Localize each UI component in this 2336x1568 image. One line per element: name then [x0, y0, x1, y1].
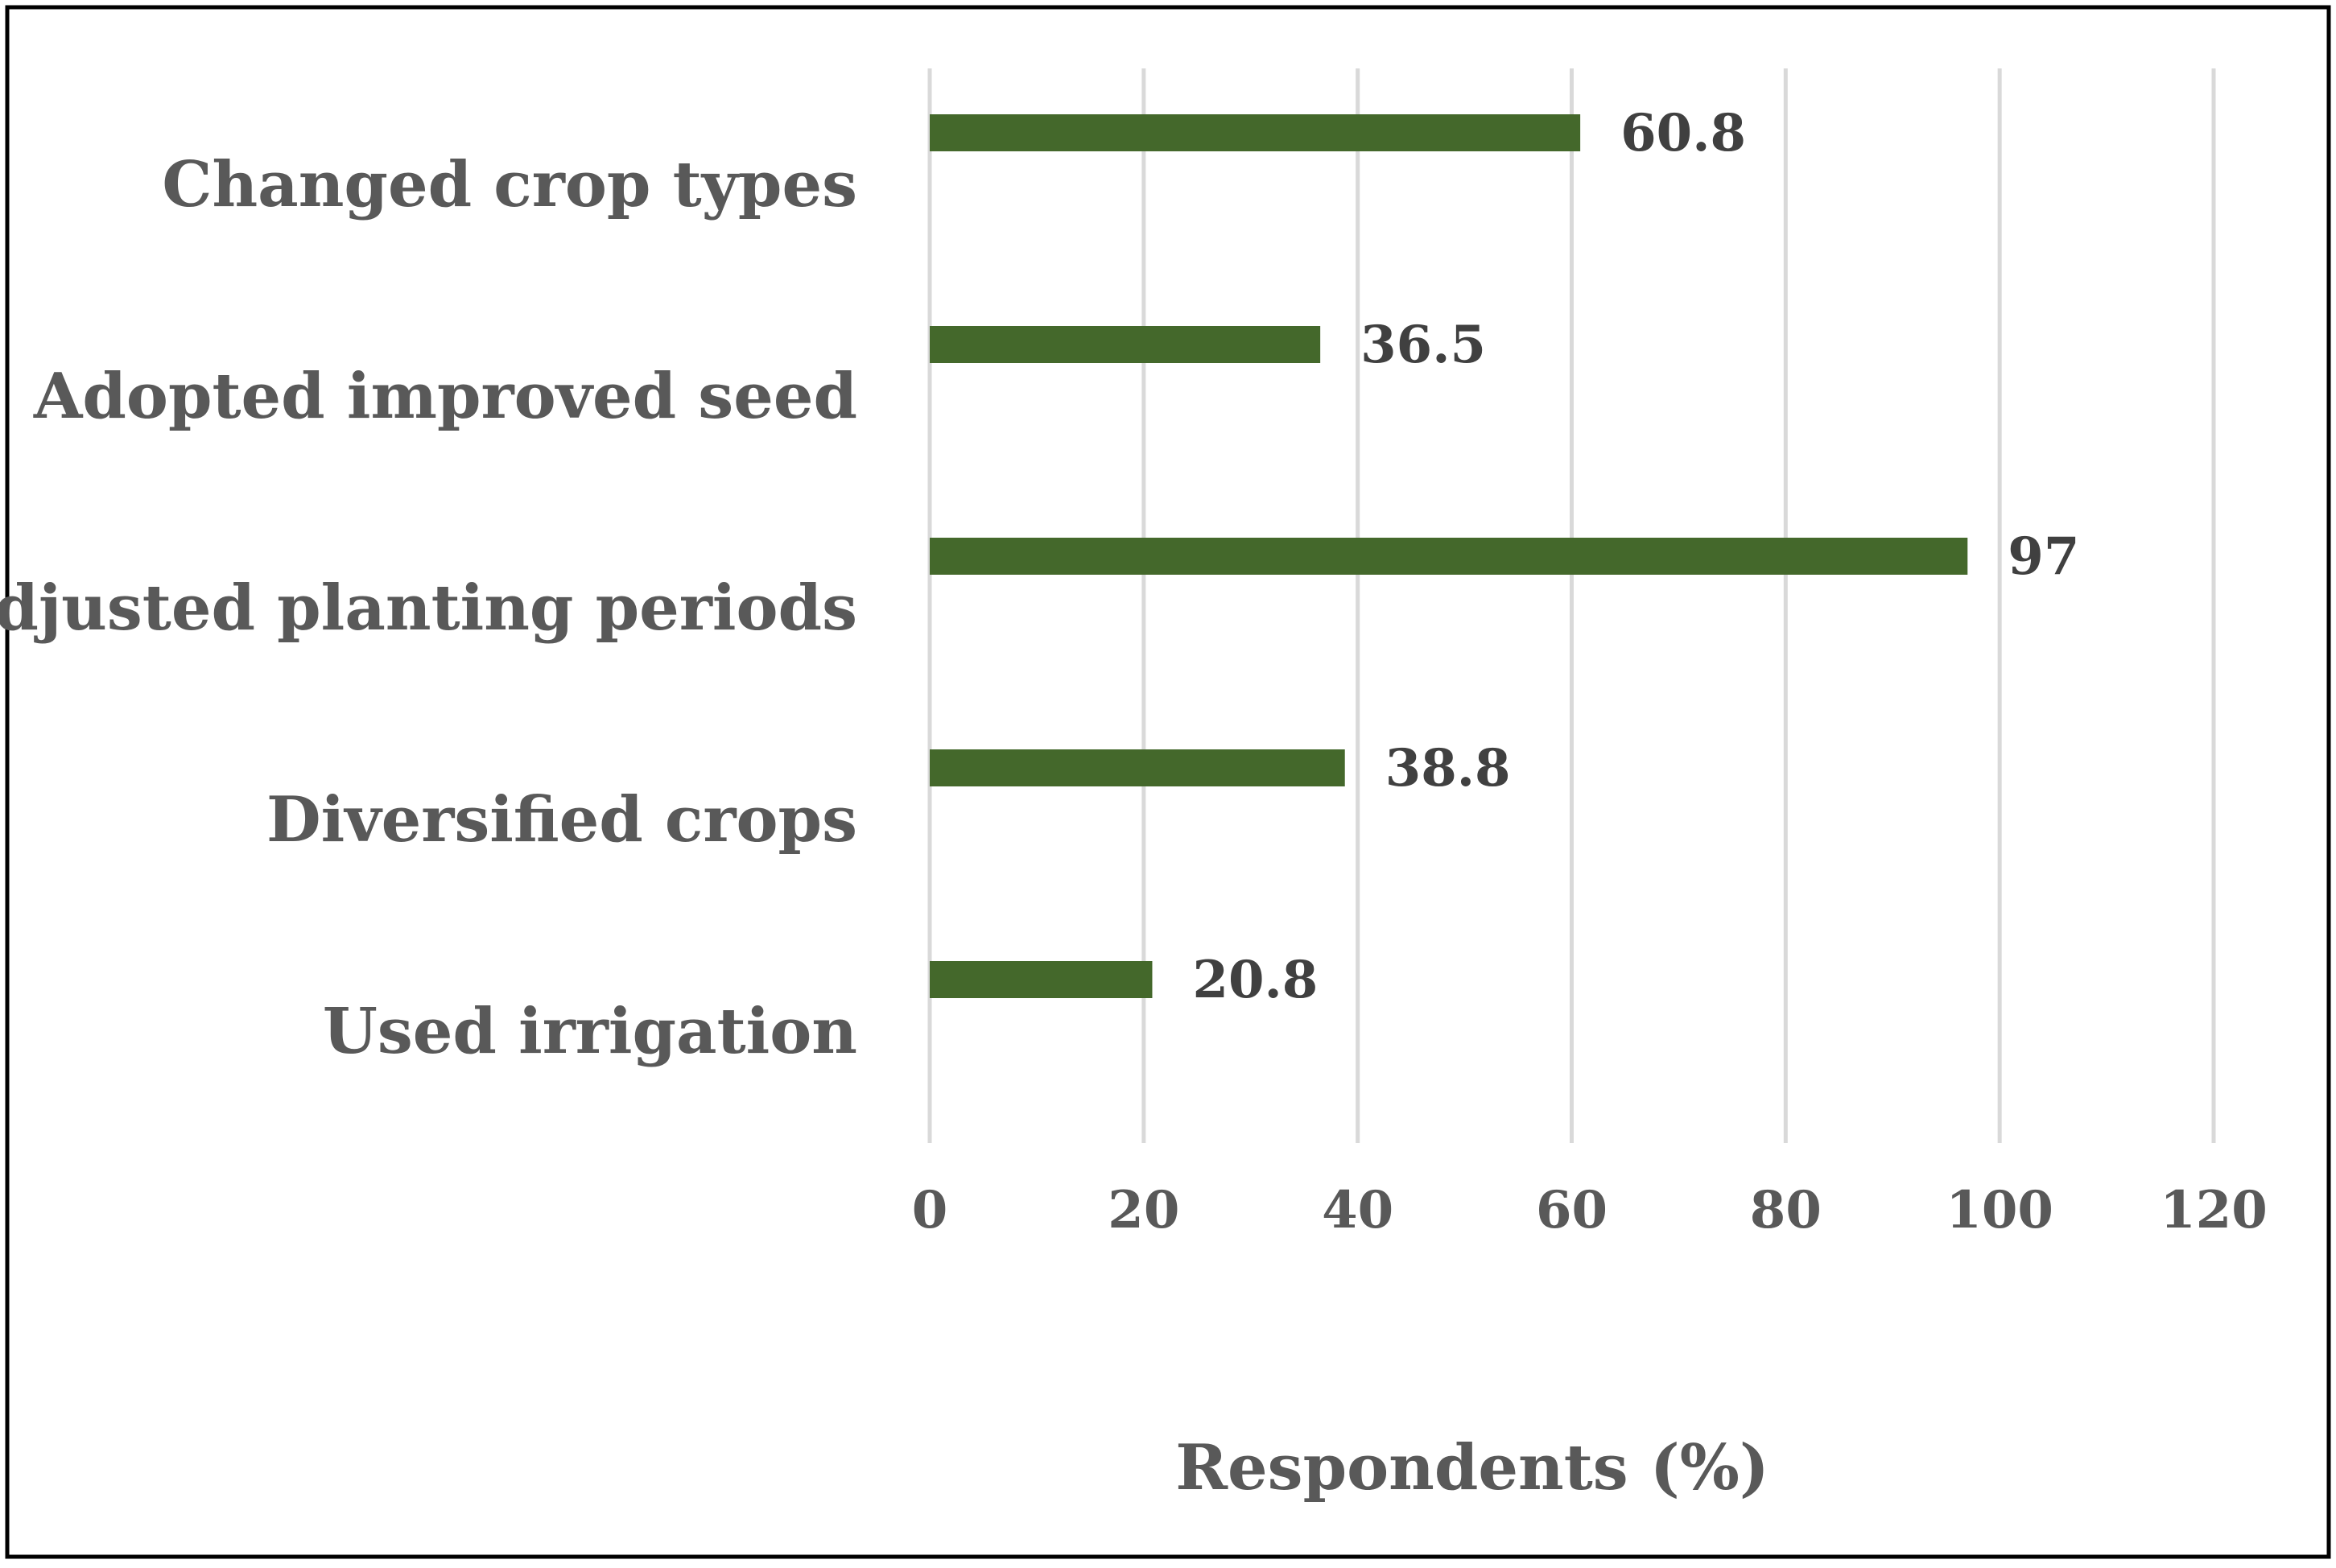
- bar-adjusted-planting-periods: [930, 538, 1968, 575]
- bar-diversified-crops: [930, 749, 1345, 786]
- data-label: 38.8: [1385, 738, 1511, 798]
- x-tick-label: 80: [1750, 1180, 1822, 1240]
- data-label: 60.8: [1620, 103, 1746, 163]
- category-label: Adopted improved seed: [33, 360, 857, 433]
- bars: [930, 114, 1968, 998]
- x-tick-label: 20: [1108, 1180, 1179, 1240]
- category-label: Diversified crops: [266, 783, 857, 856]
- data-label: 36.5: [1360, 315, 1486, 375]
- category-label: Adjusted planting periods: [0, 571, 857, 645]
- bar-changed-crop-types: [930, 114, 1581, 151]
- x-tick-label: 60: [1536, 1180, 1608, 1240]
- data-label: 20.8: [1192, 950, 1318, 1010]
- category-label: Changed crop types: [162, 148, 857, 221]
- bar-used-irrigation: [930, 961, 1153, 998]
- x-axis-title: Respondents (%): [1175, 1431, 1769, 1504]
- category-label: Used irrigation: [323, 995, 857, 1068]
- x-tick-label: 120: [2160, 1180, 2268, 1240]
- x-tick-label: 100: [1946, 1180, 2053, 1240]
- x-tick-label: 0: [912, 1180, 948, 1240]
- labels: 0 20 40 60 80 100 120 60.8 Changed crop types 36.…: [0, 103, 2268, 1240]
- x-tick-label: 40: [1322, 1180, 1393, 1240]
- data-label: 97: [2008, 526, 2079, 587]
- bar-adopted-improved-seed: [930, 326, 1321, 363]
